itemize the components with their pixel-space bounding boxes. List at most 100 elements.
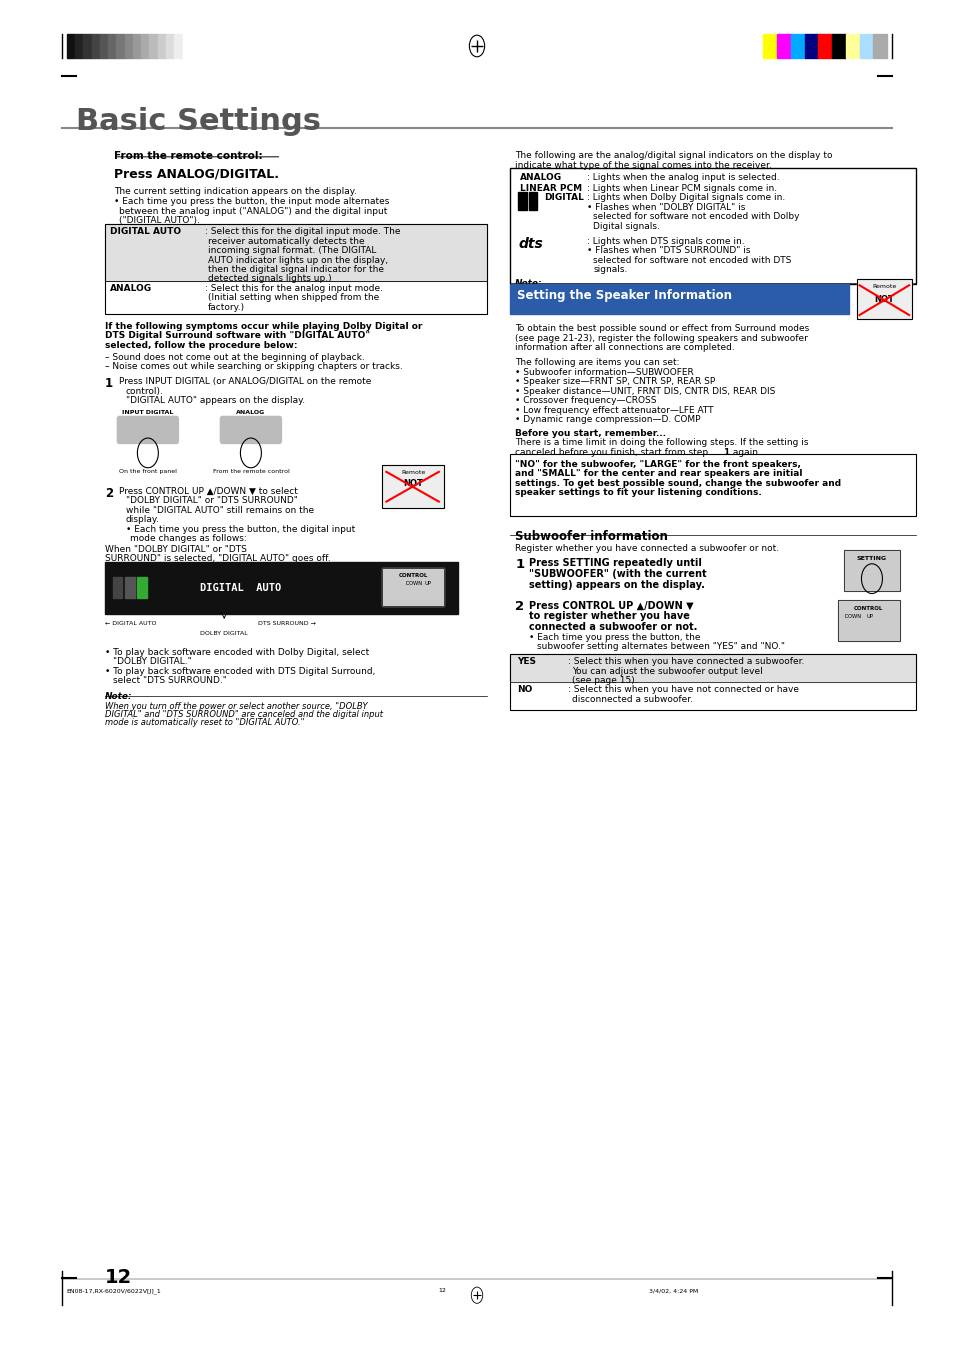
Bar (100, 34, 108, 58)
Text: To obtain the best possible sound or effect from Surround modes: To obtain the best possible sound or eff… (515, 324, 808, 334)
Text: Register whether you have connected a subwoofer or not.: Register whether you have connected a su… (515, 544, 779, 553)
Text: ANALOG: ANALOG (519, 173, 561, 183)
Text: – Sound does not come out at the beginning of playback.: – Sound does not come out at the beginni… (105, 353, 364, 362)
Text: : Lights when the analog input is selected.: : Lights when the analog input is select… (586, 173, 779, 183)
Text: – Noise comes out while searching or skipping chapters or tracks.: – Noise comes out while searching or ski… (105, 362, 402, 372)
Text: When "DOLBY DIGITAL" or "DTS: When "DOLBY DIGITAL" or "DTS (105, 545, 247, 554)
Text: • Flashes when "DOLBY DIGITAL" is: • Flashes when "DOLBY DIGITAL" is (586, 203, 744, 212)
Text: ANALOG
/DIGITAL: ANALOG /DIGITAL (235, 410, 266, 420)
Text: control).: control). (126, 387, 164, 396)
Text: Press SETTING repeatedly until: Press SETTING repeatedly until (529, 558, 701, 568)
Bar (112, 577, 122, 598)
Bar (818, 34, 831, 58)
Bar (831, 34, 845, 58)
Text: DIGITAL" and "DTS SURROUND" are canceled and the digital input: DIGITAL" and "DTS SURROUND" are canceled… (105, 710, 382, 719)
Text: On the front panel: On the front panel (119, 469, 176, 475)
Bar (803, 34, 818, 58)
Bar (132, 34, 141, 58)
Text: Remote: Remote (400, 470, 425, 476)
Text: • Flashes when "DTS SURROUND" is: • Flashes when "DTS SURROUND" is (586, 246, 749, 256)
Text: then the digital signal indicator for the: then the digital signal indicator for th… (208, 265, 383, 274)
Text: incoming signal format. (The DIGITAL: incoming signal format. (The DIGITAL (208, 246, 375, 256)
Text: INPUT DIGITAL: INPUT DIGITAL (122, 410, 173, 415)
Text: SETTING: SETTING (856, 556, 886, 561)
Text: dts: dts (517, 237, 542, 250)
Text: • Crossover frequency—CROSS: • Crossover frequency—CROSS (515, 396, 656, 406)
Bar (75, 34, 83, 58)
Text: 3/4/02, 4:24 PM: 3/4/02, 4:24 PM (648, 1288, 698, 1294)
Text: Press CONTROL UP ▲/DOWN ▼: Press CONTROL UP ▲/DOWN ▼ (529, 600, 694, 610)
Text: Setting the Speaker Information: Setting the Speaker Information (517, 289, 731, 303)
Text: ("DIGITAL AUTO").: ("DIGITAL AUTO"). (119, 216, 200, 226)
Text: selected for software not encoded with Dolby: selected for software not encoded with D… (593, 212, 799, 222)
Text: • Each time you press the button, the digital input: • Each time you press the button, the di… (126, 525, 355, 534)
Bar (837, 600, 899, 641)
Text: DTS Digital Surround software with "DIGITAL AUTO": DTS Digital Surround software with "DIGI… (105, 331, 370, 341)
Bar (510, 284, 848, 314)
Bar (174, 34, 182, 58)
Bar (157, 34, 166, 58)
Text: DOWN: DOWN (843, 614, 861, 619)
Text: LINEAR PCM: LINEAR PCM (519, 184, 581, 193)
Text: • Low frequency effect attenuator—LFE ATT: • Low frequency effect attenuator—LFE AT… (515, 406, 713, 415)
Text: between the analog input ("ANALOG") and the digital input: between the analog input ("ANALOG") and … (119, 207, 387, 216)
Text: : Select this when you have connected a subwoofer.: : Select this when you have connected a … (567, 657, 803, 667)
Text: subwoofer setting alternates between "YES" and "NO.": subwoofer setting alternates between "YE… (537, 642, 784, 652)
Bar (528, 192, 537, 210)
Text: When "DIGITAL AUTO" cannot recognize the incoming signals, no: When "DIGITAL AUTO" cannot recognize the… (515, 288, 787, 297)
Text: The following are items you can set:: The following are items you can set: (515, 358, 679, 368)
Bar (843, 550, 899, 591)
Bar (182, 34, 191, 58)
Bar (510, 654, 915, 683)
Text: : Lights when DTS signals come in.: : Lights when DTS signals come in. (586, 237, 743, 246)
Text: • To play back software encoded with Dolby Digital, select: • To play back software encoded with Dol… (105, 648, 369, 657)
Text: Press INPUT DIGITAL (or ANALOG/DIGITAL on the remote: Press INPUT DIGITAL (or ANALOG/DIGITAL o… (119, 377, 372, 387)
Text: indicate what type of the signal comes into the receiver.: indicate what type of the signal comes i… (515, 161, 771, 170)
FancyBboxPatch shape (220, 416, 281, 443)
Text: DOLBY DIGITAL: DOLBY DIGITAL (200, 631, 248, 637)
Text: speaker settings to fit your listening conditions.: speaker settings to fit your listening c… (515, 488, 761, 498)
Bar (105, 224, 486, 281)
Text: • Subwoofer information—SUBWOOFER: • Subwoofer information—SUBWOOFER (515, 368, 693, 377)
Text: again.: again. (729, 448, 760, 457)
Text: Press CONTROL UP ▲/DOWN ▼ to select: Press CONTROL UP ▲/DOWN ▼ to select (119, 487, 297, 496)
Bar (381, 465, 443, 508)
Text: Before you start, remember...: Before you start, remember... (515, 429, 665, 438)
Text: DIGITAL  AUTO: DIGITAL AUTO (200, 583, 281, 594)
Text: From the remote control: From the remote control (213, 469, 289, 475)
Text: disconnected a subwoofer.: disconnected a subwoofer. (572, 695, 693, 704)
Text: display.: display. (126, 515, 160, 525)
Text: ← DIGITAL AUTO: ← DIGITAL AUTO (105, 621, 156, 626)
Text: Note:: Note: (105, 692, 132, 702)
Text: There is a time limit in doing the following steps. If the setting is: There is a time limit in doing the follo… (515, 438, 808, 448)
Text: From the remote control:: From the remote control: (114, 151, 263, 161)
Text: 2: 2 (105, 487, 113, 500)
Text: : Select this for the analog input mode.: : Select this for the analog input mode. (205, 284, 383, 293)
Text: UP: UP (424, 581, 431, 587)
Text: connected a subwoofer or not.: connected a subwoofer or not. (529, 622, 697, 631)
Bar (837, 600, 899, 641)
Text: digital signal indicator lights up on the display.: digital signal indicator lights up on th… (515, 296, 711, 306)
Text: DTS SURROUND →: DTS SURROUND → (257, 621, 315, 626)
Text: (Initial setting when shipped from the: (Initial setting when shipped from the (208, 293, 379, 303)
Text: and "SMALL" for the center and rear speakers are initial: and "SMALL" for the center and rear spea… (515, 469, 801, 479)
Text: If the following symptoms occur while playing Dolby Digital or: If the following symptoms occur while pl… (105, 322, 422, 331)
Bar (510, 654, 915, 710)
Text: • Dynamic range compression—D. COMP: • Dynamic range compression—D. COMP (515, 415, 700, 425)
Text: • Speaker distance—UNIT, FRNT DIS, CNTR DIS, REAR DIS: • Speaker distance—UNIT, FRNT DIS, CNTR … (515, 387, 775, 396)
Text: "DIGITAL AUTO" appears on the display.: "DIGITAL AUTO" appears on the display. (126, 396, 305, 406)
Text: SURROUND" is selected, "DIGITAL AUTO" goes off.: SURROUND" is selected, "DIGITAL AUTO" go… (105, 554, 331, 564)
Bar (381, 465, 443, 508)
Text: NO: NO (517, 685, 532, 695)
Bar (125, 34, 132, 58)
Text: 1: 1 (722, 448, 729, 457)
Bar (517, 192, 526, 210)
Text: • Speaker size—FRNT SP, CNTR SP, REAR SP: • Speaker size—FRNT SP, CNTR SP, REAR SP (515, 377, 715, 387)
Text: Basic Settings: Basic Settings (76, 107, 321, 135)
Bar (776, 34, 790, 58)
Bar (762, 34, 776, 58)
Text: mode changes as follows:: mode changes as follows: (130, 534, 246, 544)
Text: CONTROL: CONTROL (853, 606, 882, 611)
Text: while "DIGITAL AUTO" still remains on the: while "DIGITAL AUTO" still remains on th… (126, 506, 314, 515)
Bar (141, 34, 150, 58)
